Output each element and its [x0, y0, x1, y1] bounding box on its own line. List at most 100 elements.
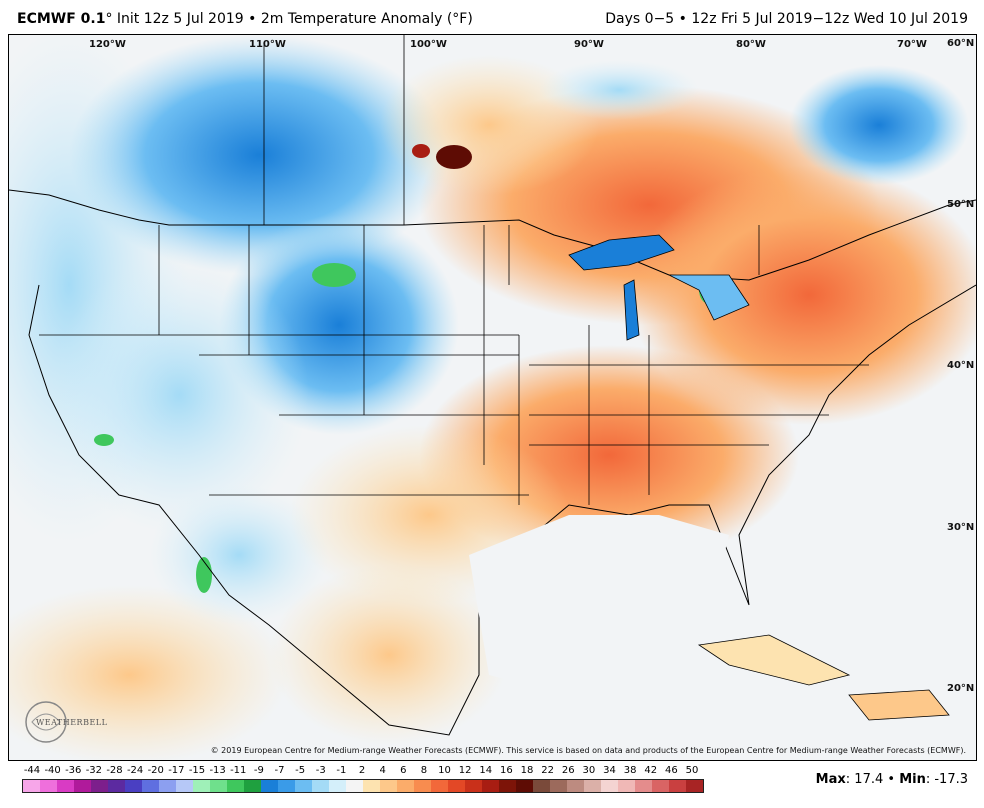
- colorbar-swatch: [635, 780, 652, 792]
- lon-label-110w: 110°W: [249, 39, 286, 50]
- colorbar: [22, 779, 704, 793]
- max-min-readout: Max: 17.4 • Min: -17.3: [816, 772, 968, 787]
- colorbar-tick-label: -28: [106, 765, 123, 776]
- colorbar-tick-label: -32: [85, 765, 103, 776]
- min-value: : -17.3: [925, 772, 968, 787]
- colorbar-swatch: [380, 780, 397, 792]
- colorbar-swatch: [533, 780, 550, 792]
- colorbar-swatch: [652, 780, 669, 792]
- lon-label-100w: 100°W: [410, 39, 447, 50]
- colorbar-swatch: [567, 780, 584, 792]
- colorbar-tick-label: -20: [147, 765, 164, 776]
- colorbar-swatch: [618, 780, 635, 792]
- colorbar-tick-label: 22: [541, 765, 554, 776]
- colorbar-tick-label: 2: [358, 765, 366, 776]
- colorbar-swatch: [363, 780, 380, 792]
- init-text: Init 12z 5 Jul 2019 • 2m Temperature Ano…: [112, 11, 473, 27]
- colorbar-swatch: [431, 780, 448, 792]
- colorbar-tick-label: -7: [274, 765, 285, 776]
- colorbar-tick-label: -15: [188, 765, 206, 776]
- model-name: ECMWF 0.1: [17, 11, 106, 27]
- lon-label-80w: 80°W: [736, 39, 766, 50]
- colorbar-swatch: [686, 780, 703, 792]
- colorbar-swatch: [40, 780, 57, 792]
- colorbar-tick-label: -11: [230, 765, 247, 776]
- colorbar-tick-label: 12: [458, 765, 472, 776]
- max-label: Max: [815, 772, 846, 787]
- map-title: ECMWF 0.1° Init 12z 5 Jul 2019 • 2m Temp…: [17, 11, 473, 27]
- colorbar-tick-label: 26: [561, 765, 575, 776]
- degree-symbol: °: [105, 11, 113, 27]
- lon-label-90w: 90°W: [574, 39, 604, 50]
- colorbar-tick-label: 18: [520, 765, 534, 776]
- colorbar-tick-label: -24: [126, 765, 144, 776]
- colorbar-swatch: [142, 780, 159, 792]
- colorbar-swatch: [482, 780, 499, 792]
- colorbar-tick-label: -40: [44, 765, 61, 776]
- lat-label-40n: 40°N: [947, 360, 975, 371]
- colorbar-swatch: [346, 780, 363, 792]
- colorbar-tick-label: 34: [603, 765, 616, 776]
- colorbar-swatch: [125, 780, 142, 792]
- lat-label-30n: 30°N: [947, 522, 975, 533]
- lat-label-60n: 60°N: [947, 38, 975, 49]
- colorbar-swatch: [23, 780, 40, 792]
- lat-label-20n: 20°N: [947, 683, 975, 694]
- header: ECMWF 0.1° Init 12z 5 Jul 2019 • 2m Temp…: [0, 0, 984, 34]
- colorbar-swatch: [516, 780, 533, 792]
- colorbar-swatch: [550, 780, 567, 792]
- colorbar-tick-label: 10: [438, 765, 451, 776]
- colorbar-tick-label: 4: [379, 765, 386, 776]
- colorbar-swatch: [312, 780, 329, 792]
- colorbar-swatch: [91, 780, 108, 792]
- colorbar-swatch: [448, 780, 465, 792]
- colorbar-swatch: [74, 780, 91, 792]
- colorbar-tick-label: 8: [420, 765, 428, 776]
- lon-label-120w: 120°W: [89, 39, 126, 50]
- colorbar-tick-label: -36: [65, 765, 82, 776]
- colorbar-swatch: [193, 780, 210, 792]
- colorbar-swatch: [176, 780, 193, 792]
- colorbar-swatch: [601, 780, 618, 792]
- colorbar-swatch: [210, 780, 227, 792]
- colorbar-swatch: [397, 780, 414, 792]
- colorbar-swatch: [159, 780, 176, 792]
- colorbar-swatch: [278, 780, 295, 792]
- colorbar-swatch: [669, 780, 686, 792]
- ecmwf-credit: © 2019 European Centre for Medium-range …: [210, 746, 966, 755]
- logo-text: WEATHERBELL: [36, 718, 108, 727]
- colorbar-tick-label: -17: [168, 765, 185, 776]
- colorbar-swatch: [465, 780, 482, 792]
- min-label: Min: [899, 772, 926, 787]
- colorbar-tick-label: 6: [400, 765, 407, 776]
- colorbar-labels: -44 -40 -36 -32 -28 -24 -20 -17 -15 -13 -11 -9 -7 -5-…: [22, 765, 702, 779]
- colorbar-swatch: [499, 780, 516, 792]
- colorbar-swatch: [244, 780, 261, 792]
- colorbar-tick-label: 42: [644, 765, 658, 776]
- colorbar-tick-label: -3: [315, 765, 326, 776]
- max-value: : 17.4: [845, 772, 884, 787]
- colorbar-tick-label: 14: [479, 765, 493, 776]
- weatherbell-logo-icon: [25, 701, 67, 743]
- colorbar-tick-label: -5: [295, 765, 306, 776]
- colorbar-swatch: [329, 780, 346, 792]
- lon-label-70w: 70°W: [897, 39, 927, 50]
- colorbar-tick-label: 46: [665, 765, 678, 776]
- colorbar-swatch: [57, 780, 74, 792]
- map-panel: 120°W 110°W 100°W 90°W 80°W 70°W 60°N 50…: [8, 34, 977, 761]
- lat-label-50n: 50°N: [947, 199, 975, 210]
- valid-range: Days 0−5 • 12z Fri 5 Jul 2019−12z Wed 10…: [605, 11, 968, 27]
- max-min-separator: •: [883, 772, 900, 787]
- colorbar-swatch: [227, 780, 244, 792]
- colorbar-swatch: [261, 780, 278, 792]
- colorbar-swatch: [295, 780, 312, 792]
- colorbar-tick-label: 16: [500, 765, 513, 776]
- colorbar-swatch: [584, 780, 601, 792]
- colorbar-tick-label: -1: [336, 765, 347, 776]
- colorbar-tick-label: -44: [23, 765, 41, 776]
- colorbar-tick-label: -9: [253, 765, 264, 776]
- anomaly-map: [9, 35, 976, 760]
- colorbar-swatch: [414, 780, 431, 792]
- colorbar-tick-label: 30: [582, 765, 596, 776]
- colorbar-swatch: [108, 780, 125, 792]
